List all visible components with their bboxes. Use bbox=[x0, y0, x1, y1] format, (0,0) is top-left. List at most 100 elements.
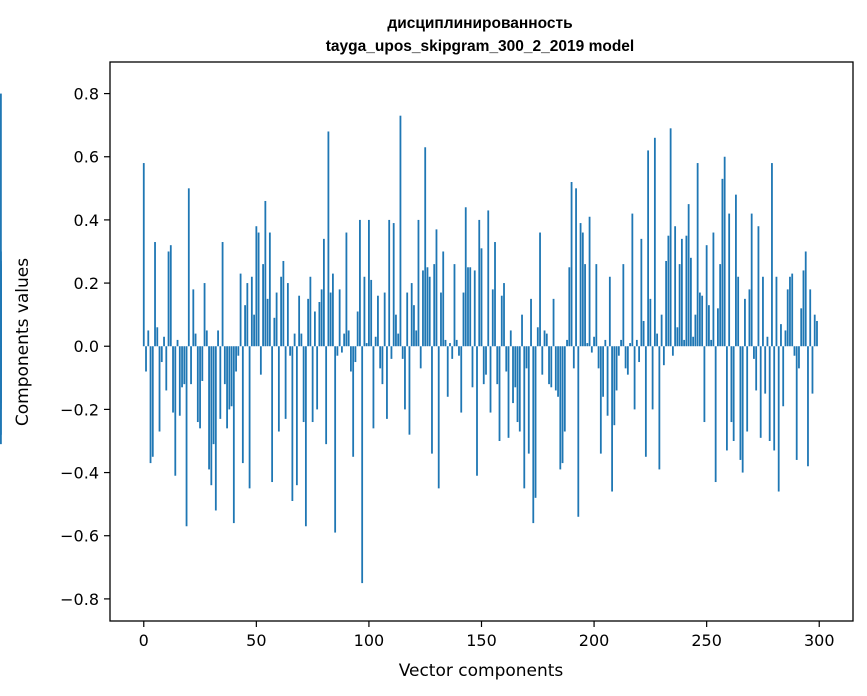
bar bbox=[241, 346, 244, 464]
bar bbox=[557, 346, 559, 397]
bar bbox=[798, 346, 800, 369]
bar bbox=[257, 232, 260, 347]
bar bbox=[248, 346, 251, 489]
bar bbox=[496, 346, 499, 385]
bar bbox=[482, 346, 485, 385]
bar bbox=[622, 264, 625, 347]
y-tick-label: 0.8 bbox=[74, 85, 99, 104]
bar bbox=[368, 219, 370, 347]
bar bbox=[491, 289, 494, 347]
bar bbox=[575, 188, 577, 347]
bar bbox=[221, 242, 224, 347]
bar bbox=[631, 213, 634, 347]
x-axis-ticks: 0 50 100 150 200 250 300 bbox=[139, 621, 835, 650]
bar bbox=[525, 346, 528, 369]
bar bbox=[262, 264, 264, 347]
bar bbox=[626, 346, 629, 375]
y-tick-label: −0.8 bbox=[60, 590, 99, 609]
bar bbox=[795, 346, 798, 460]
bar bbox=[597, 346, 600, 369]
bar bbox=[232, 346, 235, 524]
bar bbox=[768, 346, 771, 441]
plot-frame bbox=[109, 61, 854, 622]
bar bbox=[320, 289, 323, 347]
bar bbox=[476, 346, 478, 476]
bar bbox=[593, 336, 595, 347]
bar bbox=[536, 327, 539, 347]
bar bbox=[408, 346, 411, 435]
bar bbox=[717, 308, 719, 347]
bar bbox=[608, 276, 611, 347]
bar bbox=[316, 346, 319, 410]
bar bbox=[633, 346, 636, 410]
bar bbox=[678, 264, 681, 347]
y-tick-label: 0.2 bbox=[74, 274, 99, 293]
bar bbox=[390, 346, 393, 359]
bar bbox=[334, 346, 337, 533]
bar bbox=[187, 188, 190, 347]
bar bbox=[167, 251, 170, 347]
bar bbox=[460, 346, 463, 413]
bar bbox=[554, 346, 557, 391]
bar bbox=[226, 346, 228, 429]
bar bbox=[656, 333, 659, 347]
bar bbox=[451, 346, 454, 359]
bar bbox=[685, 235, 688, 347]
bar bbox=[332, 273, 334, 347]
bar bbox=[676, 327, 679, 347]
bar bbox=[343, 333, 346, 347]
bar bbox=[415, 330, 418, 347]
bar bbox=[370, 279, 373, 347]
bar bbox=[428, 276, 431, 347]
bar bbox=[268, 232, 271, 347]
bar bbox=[599, 346, 602, 454]
y-tick-label: −0.2 bbox=[60, 400, 99, 419]
bar bbox=[178, 346, 181, 416]
bar bbox=[190, 346, 192, 385]
bar bbox=[437, 346, 440, 489]
bar bbox=[586, 343, 589, 347]
bar bbox=[568, 267, 571, 347]
bar bbox=[712, 232, 715, 347]
bar bbox=[354, 346, 357, 363]
bar bbox=[703, 346, 706, 423]
x-axis-label: Vector components bbox=[399, 661, 564, 681]
bar bbox=[302, 346, 305, 423]
bar bbox=[701, 295, 704, 347]
bar bbox=[581, 232, 584, 347]
bar bbox=[683, 339, 686, 347]
bar bbox=[771, 163, 773, 347]
x-tick-label: 150 bbox=[466, 631, 497, 650]
bar bbox=[503, 283, 505, 347]
bar bbox=[264, 200, 267, 347]
bar bbox=[687, 204, 690, 347]
bar bbox=[611, 346, 613, 492]
bar bbox=[338, 289, 341, 347]
bar bbox=[620, 339, 622, 347]
bar bbox=[361, 346, 364, 584]
bar bbox=[318, 302, 321, 347]
bar bbox=[214, 346, 217, 511]
bar bbox=[559, 346, 562, 470]
bar bbox=[629, 343, 631, 347]
bar bbox=[282, 260, 285, 347]
bar bbox=[284, 346, 287, 419]
bar bbox=[304, 346, 307, 527]
bar bbox=[800, 308, 803, 347]
bar bbox=[548, 346, 550, 385]
bar bbox=[680, 238, 683, 347]
bar bbox=[341, 346, 343, 353]
bar bbox=[322, 238, 325, 347]
bar bbox=[572, 346, 575, 369]
bar bbox=[295, 346, 298, 486]
bar bbox=[480, 248, 483, 347]
bar bbox=[464, 207, 467, 347]
bar bbox=[651, 346, 654, 410]
y-tick-label: −0.6 bbox=[60, 527, 99, 546]
bar bbox=[665, 260, 668, 347]
bar bbox=[755, 346, 758, 391]
bar bbox=[363, 276, 366, 347]
bar bbox=[280, 276, 283, 347]
bar bbox=[311, 346, 314, 423]
